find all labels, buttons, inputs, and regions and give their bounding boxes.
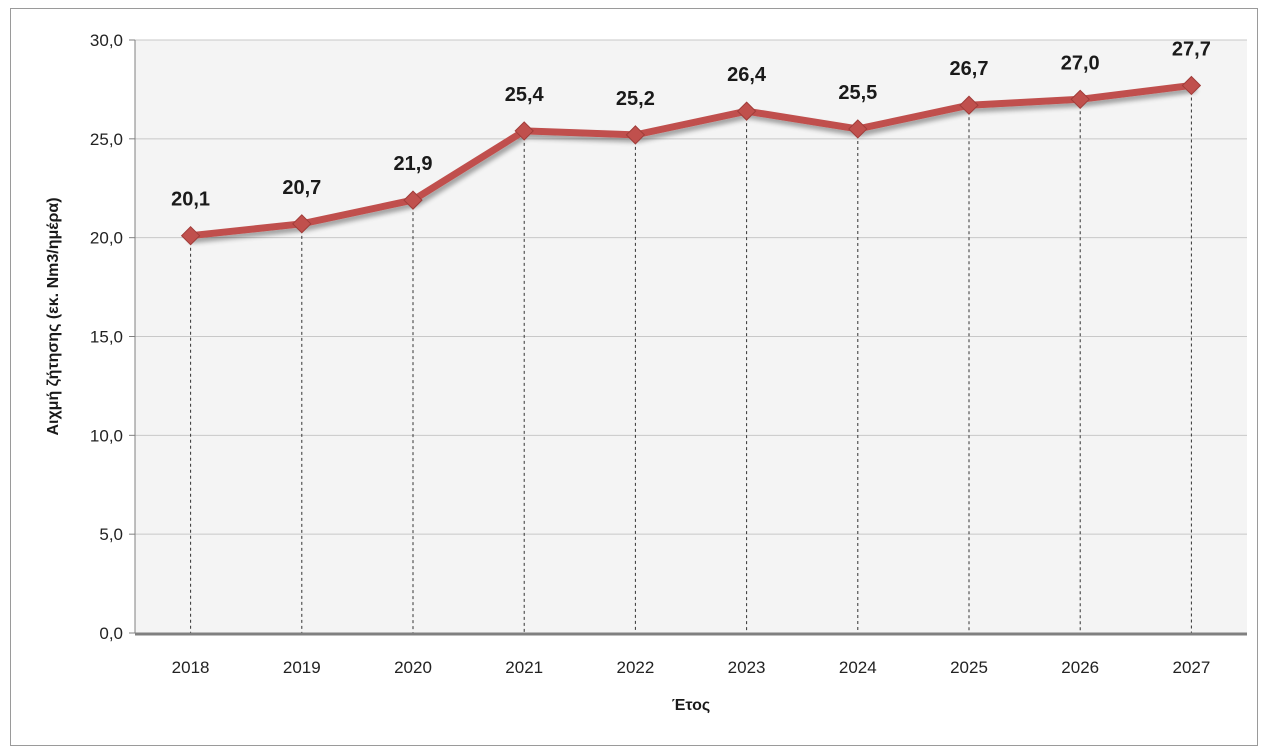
x-tick-label: 2018 (172, 658, 210, 677)
y-axis-title: Αιχμή ζήτησης (εκ. Nm3/ημέρα) (45, 197, 62, 435)
x-tick-label: 2021 (505, 658, 543, 677)
x-tick-label: 2020 (394, 658, 432, 677)
x-tick-label: 2019 (283, 658, 321, 677)
data-label: 26,7 (950, 58, 989, 80)
data-label: 20,1 (171, 189, 210, 211)
x-tick-label: 2022 (616, 658, 654, 677)
data-point-marker (292, 214, 312, 234)
data-point-marker (1181, 75, 1202, 96)
x-tick-label: 2025 (950, 658, 988, 677)
x-tick-label: 2024 (839, 658, 877, 677)
y-tick-label: 20,0 (90, 229, 123, 248)
data-label: 26,4 (727, 64, 767, 86)
data-label: 27,0 (1061, 52, 1100, 74)
drop-lines (190, 85, 1192, 633)
y-tick-label: 25,0 (90, 130, 123, 149)
data-label: 27,7 (1172, 38, 1211, 60)
x-tick-label: 2023 (728, 658, 766, 677)
y-tick-label: 5,0 (99, 525, 123, 544)
axes: 0,0 5,0 10,0 15,0 20,0 25,0 30,0 2018 2019 2020 20… (90, 31, 1247, 677)
data-labels: 20,1 20,7 21,9 25,4 25,2 26,4 25,5 26,7 27,0 27,7 (171, 38, 1211, 210)
x-tick-label: 2026 (1061, 658, 1099, 677)
series-line (187, 81, 1195, 240)
data-point-marker (848, 119, 868, 139)
data-point-marker (403, 190, 423, 210)
data-point-marker (514, 121, 534, 141)
data-point-marker (959, 95, 979, 115)
data-label: 25,4 (505, 84, 545, 106)
data-point-marker (1070, 89, 1090, 110)
y-tick-label: 0,0 (99, 624, 123, 643)
y-tick-label: 30,0 (90, 31, 123, 50)
data-label: 21,9 (394, 153, 433, 175)
data-label: 25,2 (616, 88, 655, 110)
x-axis-title: Έτος (672, 697, 710, 714)
data-point-marker (625, 125, 646, 145)
data-label: 20,7 (282, 177, 321, 199)
series-layer (180, 75, 1202, 246)
y-tick-label: 10,0 (90, 426, 123, 445)
data-point-marker (180, 225, 201, 246)
x-tick-label: 2027 (1172, 658, 1210, 677)
y-tick-label: 15,0 (90, 328, 123, 347)
gridlines (135, 39, 1247, 535)
data-label: 25,5 (838, 82, 877, 104)
data-point-marker (736, 101, 757, 121)
